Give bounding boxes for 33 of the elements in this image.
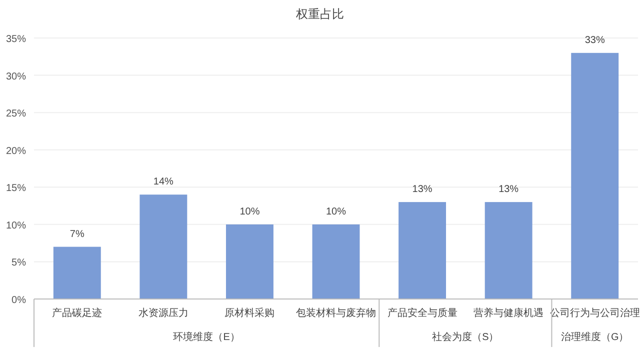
- y-tick-label: 15%: [6, 183, 26, 194]
- bar: [484, 202, 532, 299]
- bar: [398, 202, 446, 299]
- text: 环境维度（E）: [173, 331, 240, 343]
- y-tick-label: 30%: [6, 71, 26, 82]
- bar: [53, 246, 101, 299]
- y-tick-label: 0%: [12, 295, 26, 306]
- data-label: 7%: [70, 228, 84, 240]
- data-label: 13%: [498, 184, 519, 196]
- data-label: 10%: [326, 206, 346, 218]
- y-tick-label: 10%: [6, 220, 26, 232]
- y-tick-label: 20%: [6, 146, 26, 157]
- x-tick-label: 营养与健康机遇: [474, 307, 544, 319]
- x-tick-label: 水资源压力: [138, 307, 188, 319]
- x-tick-label: 原材料采购: [224, 307, 275, 319]
- data-label: 10%: [240, 206, 260, 218]
- data-label: 13%: [412, 184, 432, 196]
- x-tick-label: 包装材料与废弃物: [296, 307, 376, 319]
- x-tick-label: 公司行为与公司治理: [550, 307, 640, 319]
- x-tick-label: 产品安全与质量: [387, 307, 458, 319]
- y-tick-label: 35%: [6, 34, 26, 45]
- bar: [140, 194, 188, 299]
- data-label: 14%: [153, 176, 174, 188]
- data-label: 33%: [584, 34, 605, 46]
- text: 社会为度（S）: [432, 331, 499, 343]
- text: 治理维度（G）: [560, 331, 629, 343]
- x-tick-label: 产品碳足迹: [52, 307, 102, 319]
- y-tick-label: 5%: [12, 258, 26, 269]
- chart-title: 权重占比: [295, 7, 344, 21]
- bar: [312, 224, 360, 299]
- bar: [226, 224, 274, 299]
- y-tick-label: 25%: [6, 108, 26, 120]
- bar: [571, 52, 619, 299]
